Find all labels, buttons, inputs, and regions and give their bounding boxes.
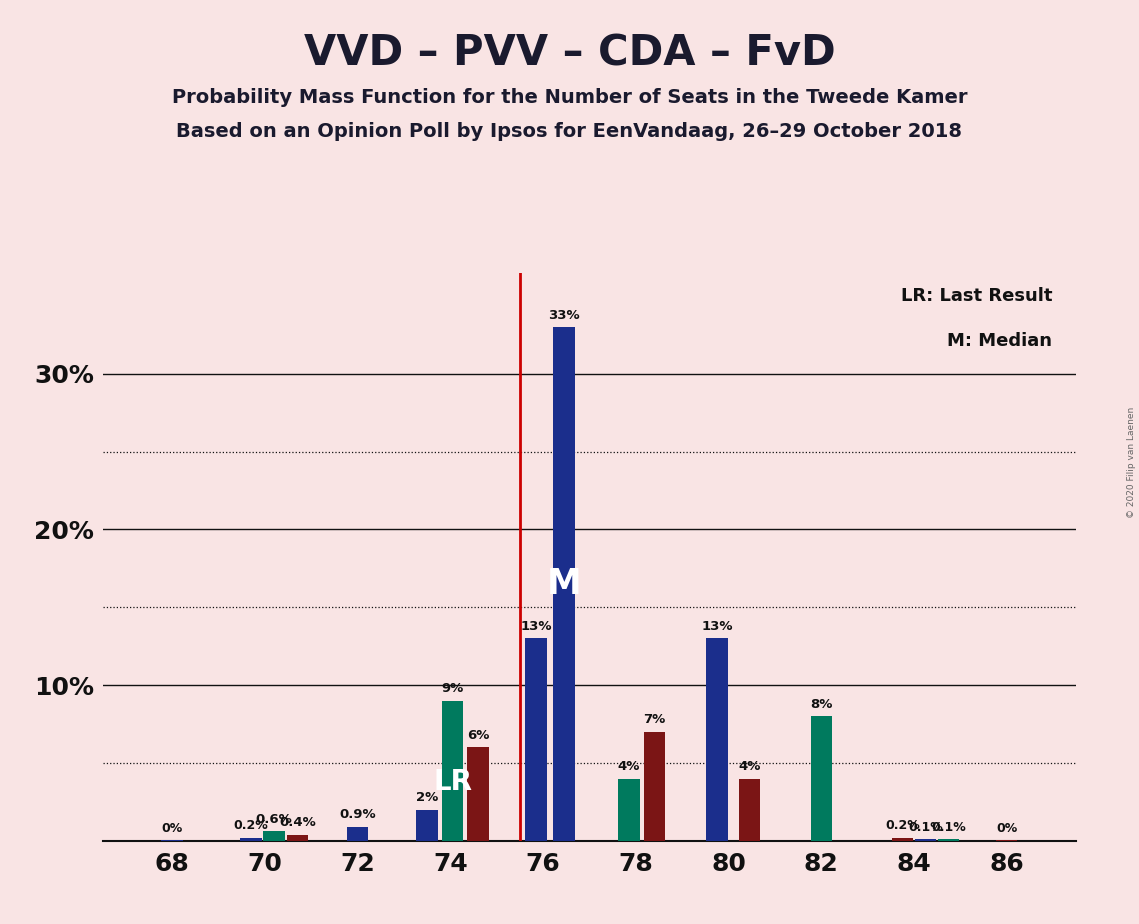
Text: 0.1%: 0.1% bbox=[908, 821, 943, 833]
Text: 0.2%: 0.2% bbox=[233, 820, 269, 833]
Text: 0.4%: 0.4% bbox=[279, 816, 316, 829]
Text: 9%: 9% bbox=[442, 682, 464, 695]
Bar bbox=[939, 839, 959, 841]
Text: © 2020 Filip van Laenen: © 2020 Filip van Laenen bbox=[1126, 407, 1136, 517]
Text: Based on an Opinion Poll by Ipsos for EenVandaag, 26–29 October 2018: Based on an Opinion Poll by Ipsos for Ee… bbox=[177, 122, 962, 141]
Text: 6%: 6% bbox=[467, 729, 490, 742]
Bar bbox=[347, 827, 368, 841]
Bar bbox=[417, 809, 437, 841]
Bar bbox=[739, 779, 760, 841]
Text: 4%: 4% bbox=[617, 760, 640, 773]
Text: 0.2%: 0.2% bbox=[885, 820, 920, 833]
Text: M: Median: M: Median bbox=[947, 333, 1052, 350]
Text: 4%: 4% bbox=[738, 760, 761, 773]
Text: 13%: 13% bbox=[521, 620, 552, 633]
Bar bbox=[467, 748, 489, 841]
Bar bbox=[240, 838, 262, 841]
Text: 13%: 13% bbox=[702, 620, 732, 633]
Text: 0%: 0% bbox=[162, 821, 182, 834]
Text: 8%: 8% bbox=[810, 698, 833, 711]
Text: 0.6%: 0.6% bbox=[256, 813, 293, 826]
Bar bbox=[706, 638, 728, 841]
Text: 0.9%: 0.9% bbox=[339, 808, 376, 821]
Bar bbox=[915, 839, 936, 841]
Text: LR: Last Result: LR: Last Result bbox=[901, 286, 1052, 305]
Text: 2%: 2% bbox=[416, 791, 439, 804]
Bar bbox=[892, 838, 913, 841]
Bar bbox=[554, 327, 574, 841]
Text: LR: LR bbox=[433, 768, 473, 796]
Bar bbox=[525, 638, 547, 841]
Bar bbox=[287, 834, 308, 841]
Text: M: M bbox=[547, 567, 581, 601]
Text: 33%: 33% bbox=[548, 309, 580, 322]
Text: 0.1%: 0.1% bbox=[932, 821, 966, 833]
Text: Probability Mass Function for the Number of Seats in the Tweede Kamer: Probability Mass Function for the Number… bbox=[172, 88, 967, 107]
Text: 0%: 0% bbox=[997, 821, 1017, 834]
Bar bbox=[263, 832, 285, 841]
Text: 7%: 7% bbox=[644, 713, 665, 726]
Text: VVD – PVV – CDA – FvD: VVD – PVV – CDA – FvD bbox=[304, 32, 835, 74]
Bar bbox=[618, 779, 639, 841]
Bar bbox=[644, 732, 665, 841]
Bar bbox=[811, 716, 831, 841]
Bar bbox=[442, 700, 464, 841]
